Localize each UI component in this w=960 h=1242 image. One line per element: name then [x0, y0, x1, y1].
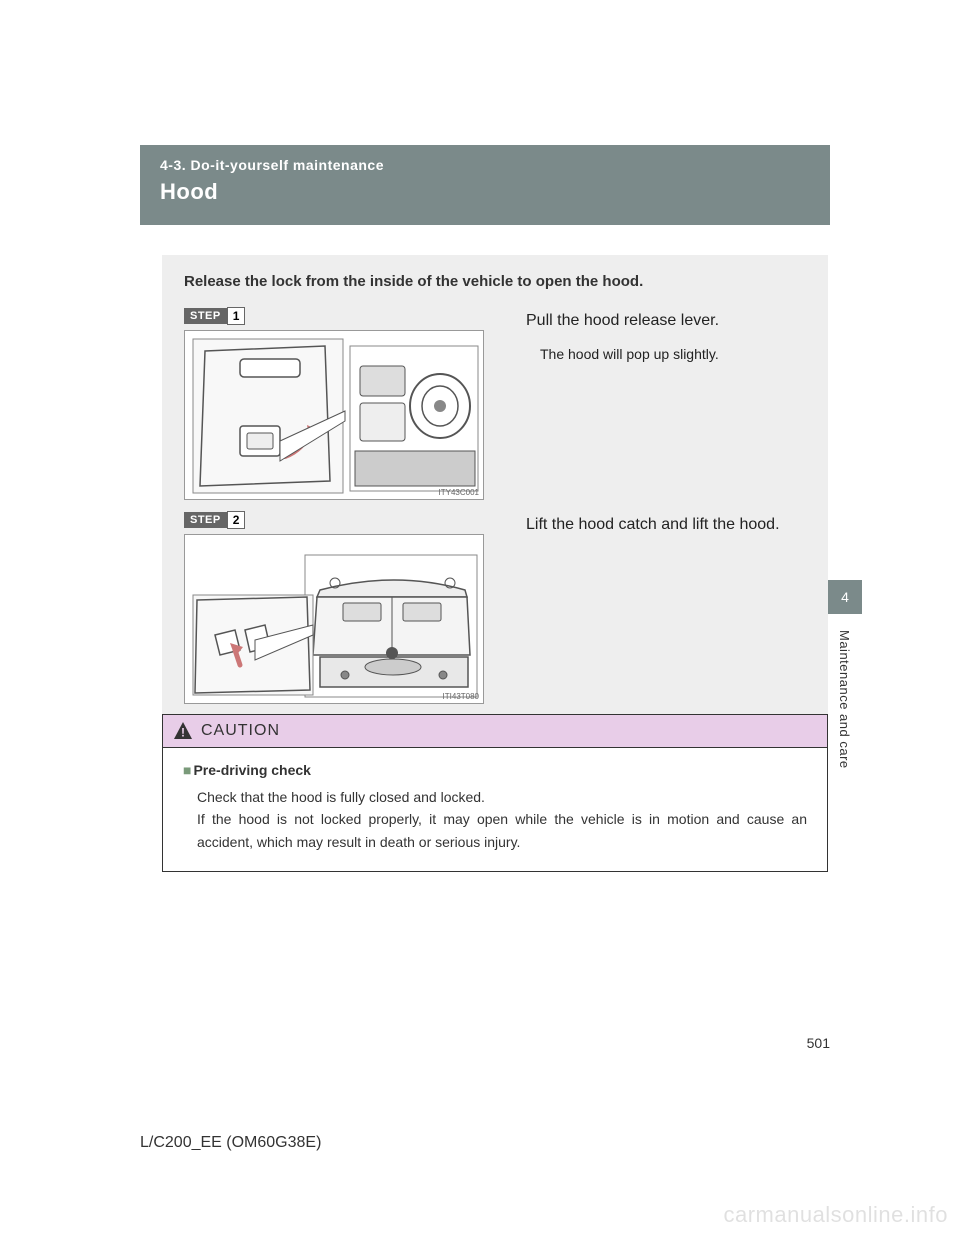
- caution-title: CAUTION: [201, 722, 280, 740]
- step-description: Pull the hood release lever. The hood wi…: [504, 306, 719, 500]
- instructions-panel: Release the lock from the inside of the …: [162, 255, 828, 734]
- diagram-hood-release: ITY43C001: [184, 330, 484, 500]
- hood-release-illustration: [185, 331, 484, 500]
- page-title: Hood: [160, 179, 810, 205]
- step-visual: STEP 1: [184, 306, 504, 500]
- caution-text-line: Check that the hood is fully closed and …: [197, 786, 807, 808]
- intro-text: Release the lock from the inside of the …: [184, 273, 806, 290]
- step-text: Lift the hood catch and lift the hood.: [526, 512, 780, 538]
- step-subtext: The hood will pop up slightly.: [540, 344, 719, 365]
- warning-icon: !: [173, 721, 193, 741]
- bullet-icon: ■: [183, 762, 191, 778]
- chapter-label: Maintenance and care: [837, 630, 852, 769]
- page-number: 501: [807, 1035, 830, 1051]
- step-row: STEP 1: [184, 306, 806, 500]
- step-text: Pull the hood release lever.: [526, 308, 719, 334]
- diagram-code: ITI43T080: [443, 692, 479, 701]
- step-number: 1: [227, 307, 246, 325]
- diagram-code: ITY43C001: [439, 488, 479, 497]
- document-code: L/C200_EE (OM60G38E): [140, 1134, 321, 1152]
- caution-body: ■Pre-driving check Check that the hood i…: [163, 748, 827, 871]
- step-number: 2: [227, 511, 246, 529]
- diagram-hood-catch: ITI43T080: [184, 534, 484, 704]
- caution-panel: ! CAUTION ■Pre-driving check Check that …: [162, 714, 828, 872]
- chapter-tab: 4: [828, 580, 862, 614]
- step-visual: STEP 2: [184, 510, 504, 704]
- step-description: Lift the hood catch and lift the hood.: [504, 510, 780, 704]
- watermark: carmanualsonline.info: [723, 1202, 948, 1228]
- page-header: 4-3. Do-it-yourself maintenance Hood: [140, 145, 830, 225]
- caution-header: ! CAUTION: [163, 715, 827, 748]
- step-label: STEP: [184, 308, 227, 324]
- section-breadcrumb: 4-3. Do-it-yourself maintenance: [160, 157, 810, 173]
- caution-text-line: If the hood is not locked properly, it m…: [197, 808, 807, 853]
- chapter-number: 4: [841, 589, 849, 605]
- hood-catch-illustration: [185, 535, 484, 704]
- step-label: STEP: [184, 512, 227, 528]
- step-badge: STEP 2: [184, 510, 245, 530]
- svg-text:!: !: [181, 726, 185, 740]
- caution-item-title: ■Pre-driving check: [183, 762, 807, 778]
- step-row: STEP 2: [184, 510, 806, 704]
- step-badge: STEP 1: [184, 306, 245, 326]
- manual-page: 4-3. Do-it-yourself maintenance Hood Rel…: [0, 0, 960, 1242]
